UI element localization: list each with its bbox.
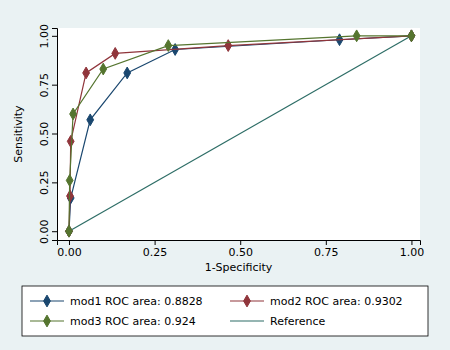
series-marker (124, 67, 131, 79)
y-axis-title: Sensitivity (12, 105, 25, 163)
legend-marker (244, 295, 251, 307)
legend: mod1 ROC area: 0.8828 mod2 ROC area: 0.93… (22, 286, 428, 336)
y-tick-label: 1.00 (38, 24, 51, 49)
y-tick: 0.50 (38, 122, 57, 147)
x-tick-mark (411, 240, 412, 245)
y-tick: 1.00 (38, 24, 57, 49)
series-marker (165, 40, 172, 52)
legend-marker (44, 295, 51, 307)
x-tick-mark (155, 240, 156, 245)
y-axis: 0.00 0.25 0.50 0.75 1.00 (38, 24, 58, 244)
y-tick-mark (52, 134, 57, 135)
legend-line (230, 320, 264, 321)
series-marker (87, 114, 94, 126)
x-tick: 1.00 (400, 240, 425, 259)
legend-label: Reference (270, 315, 326, 328)
x-tick-mark (240, 240, 241, 245)
series-marker (408, 30, 415, 42)
chart: 0.00 0.25 0.50 0.75 1.00 0.00 0.25 0.50 0.75 1.00… (0, 0, 450, 350)
legend-marker (44, 315, 51, 327)
plot-area (57, 28, 420, 240)
x-tick: 0.75 (314, 240, 339, 259)
x-tick-label: 0.00 (57, 246, 82, 259)
legend-item: Reference (230, 315, 326, 328)
x-axis-title: 1-Specificity (205, 261, 273, 274)
series-line (69, 36, 411, 231)
series-line (69, 36, 411, 231)
series-marker (83, 67, 90, 79)
legend-item: mod3 ROC area: 0.924 (30, 315, 196, 328)
series-marker (112, 48, 119, 60)
series-marker (66, 225, 73, 237)
y-tick-label: 0.75 (38, 73, 51, 98)
x-tick-mark (326, 240, 327, 245)
x-axis: 0.00 0.25 0.50 0.75 1.00 (57, 240, 424, 259)
background (0, 0, 450, 350)
x-tick: 0.25 (143, 240, 168, 259)
series-marker (100, 63, 107, 75)
y-axis-line (52, 29, 58, 241)
y-tick: 0.00 (38, 219, 57, 244)
legend-item: mod1 ROC area: 0.8828 (30, 295, 203, 308)
x-tick: 0.00 (57, 240, 82, 259)
y-tick: 0.25 (38, 171, 57, 196)
series-marker (225, 40, 232, 52)
y-tick-mark (52, 182, 57, 183)
legend-label: mod1 ROC area: 0.8828 (70, 295, 203, 308)
y-tick-mark (52, 231, 57, 232)
y-tick-mark (52, 36, 57, 37)
y-tick-label: 0.50 (38, 122, 51, 147)
plot-marks (66, 30, 415, 237)
x-tick-label: 0.75 (314, 246, 339, 259)
series-line (69, 36, 411, 231)
series-marker (66, 225, 73, 237)
series-line (69, 36, 411, 231)
y-tick-mark (52, 85, 57, 86)
x-tick: 0.50 (228, 240, 253, 259)
legend-label: mod3 ROC area: 0.924 (70, 315, 196, 328)
y-tick-label: 0.00 (38, 219, 51, 244)
series-marker (353, 30, 360, 42)
series-marker (67, 135, 74, 147)
y-tick: 0.75 (38, 73, 57, 98)
x-tick-label: 0.25 (143, 246, 168, 259)
series-marker (66, 225, 73, 237)
x-tick-label: 1.00 (400, 246, 425, 259)
series-marker (70, 108, 77, 120)
y-tick-label: 0.25 (38, 171, 51, 196)
series-marker (66, 175, 73, 187)
x-tick-label: 0.50 (228, 246, 253, 259)
x-tick-mark (69, 240, 70, 245)
legend-item: mod2 ROC area: 0.9302 (230, 295, 403, 308)
legend-box (22, 286, 428, 336)
x-axis-line (58, 241, 421, 246)
series-marker (408, 30, 415, 42)
legend-label: mod2 ROC area: 0.9302 (270, 295, 403, 308)
series-marker (408, 30, 415, 42)
